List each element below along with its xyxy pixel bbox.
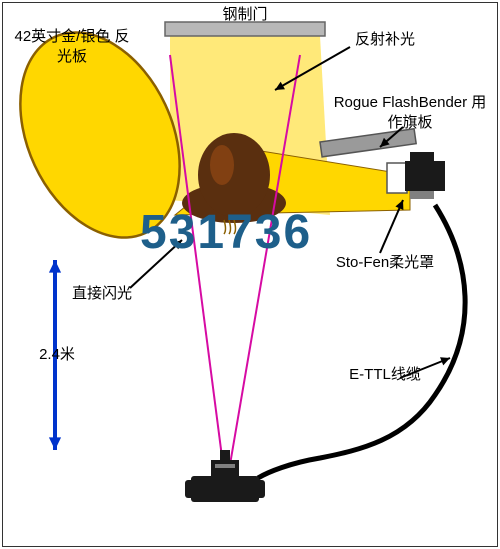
- label-stofen: Sto-Fen柔光罩: [320, 253, 450, 273]
- label-reflector: 42英寸金/银色 反光板: [12, 27, 132, 66]
- label-ettl: E-TTL线缆: [335, 365, 435, 385]
- label-flashbender: Rogue FlashBender 用作旗板: [330, 93, 490, 132]
- diagram-svg: [0, 0, 500, 549]
- label-steel-door: 钢制门: [200, 5, 290, 25]
- label-distance: 2.4米: [32, 345, 82, 365]
- watermark-text: 531736: [140, 205, 312, 260]
- label-direct-flash: 直接闪光: [62, 284, 142, 304]
- label-bounce-fill: 反射补光: [335, 30, 435, 50]
